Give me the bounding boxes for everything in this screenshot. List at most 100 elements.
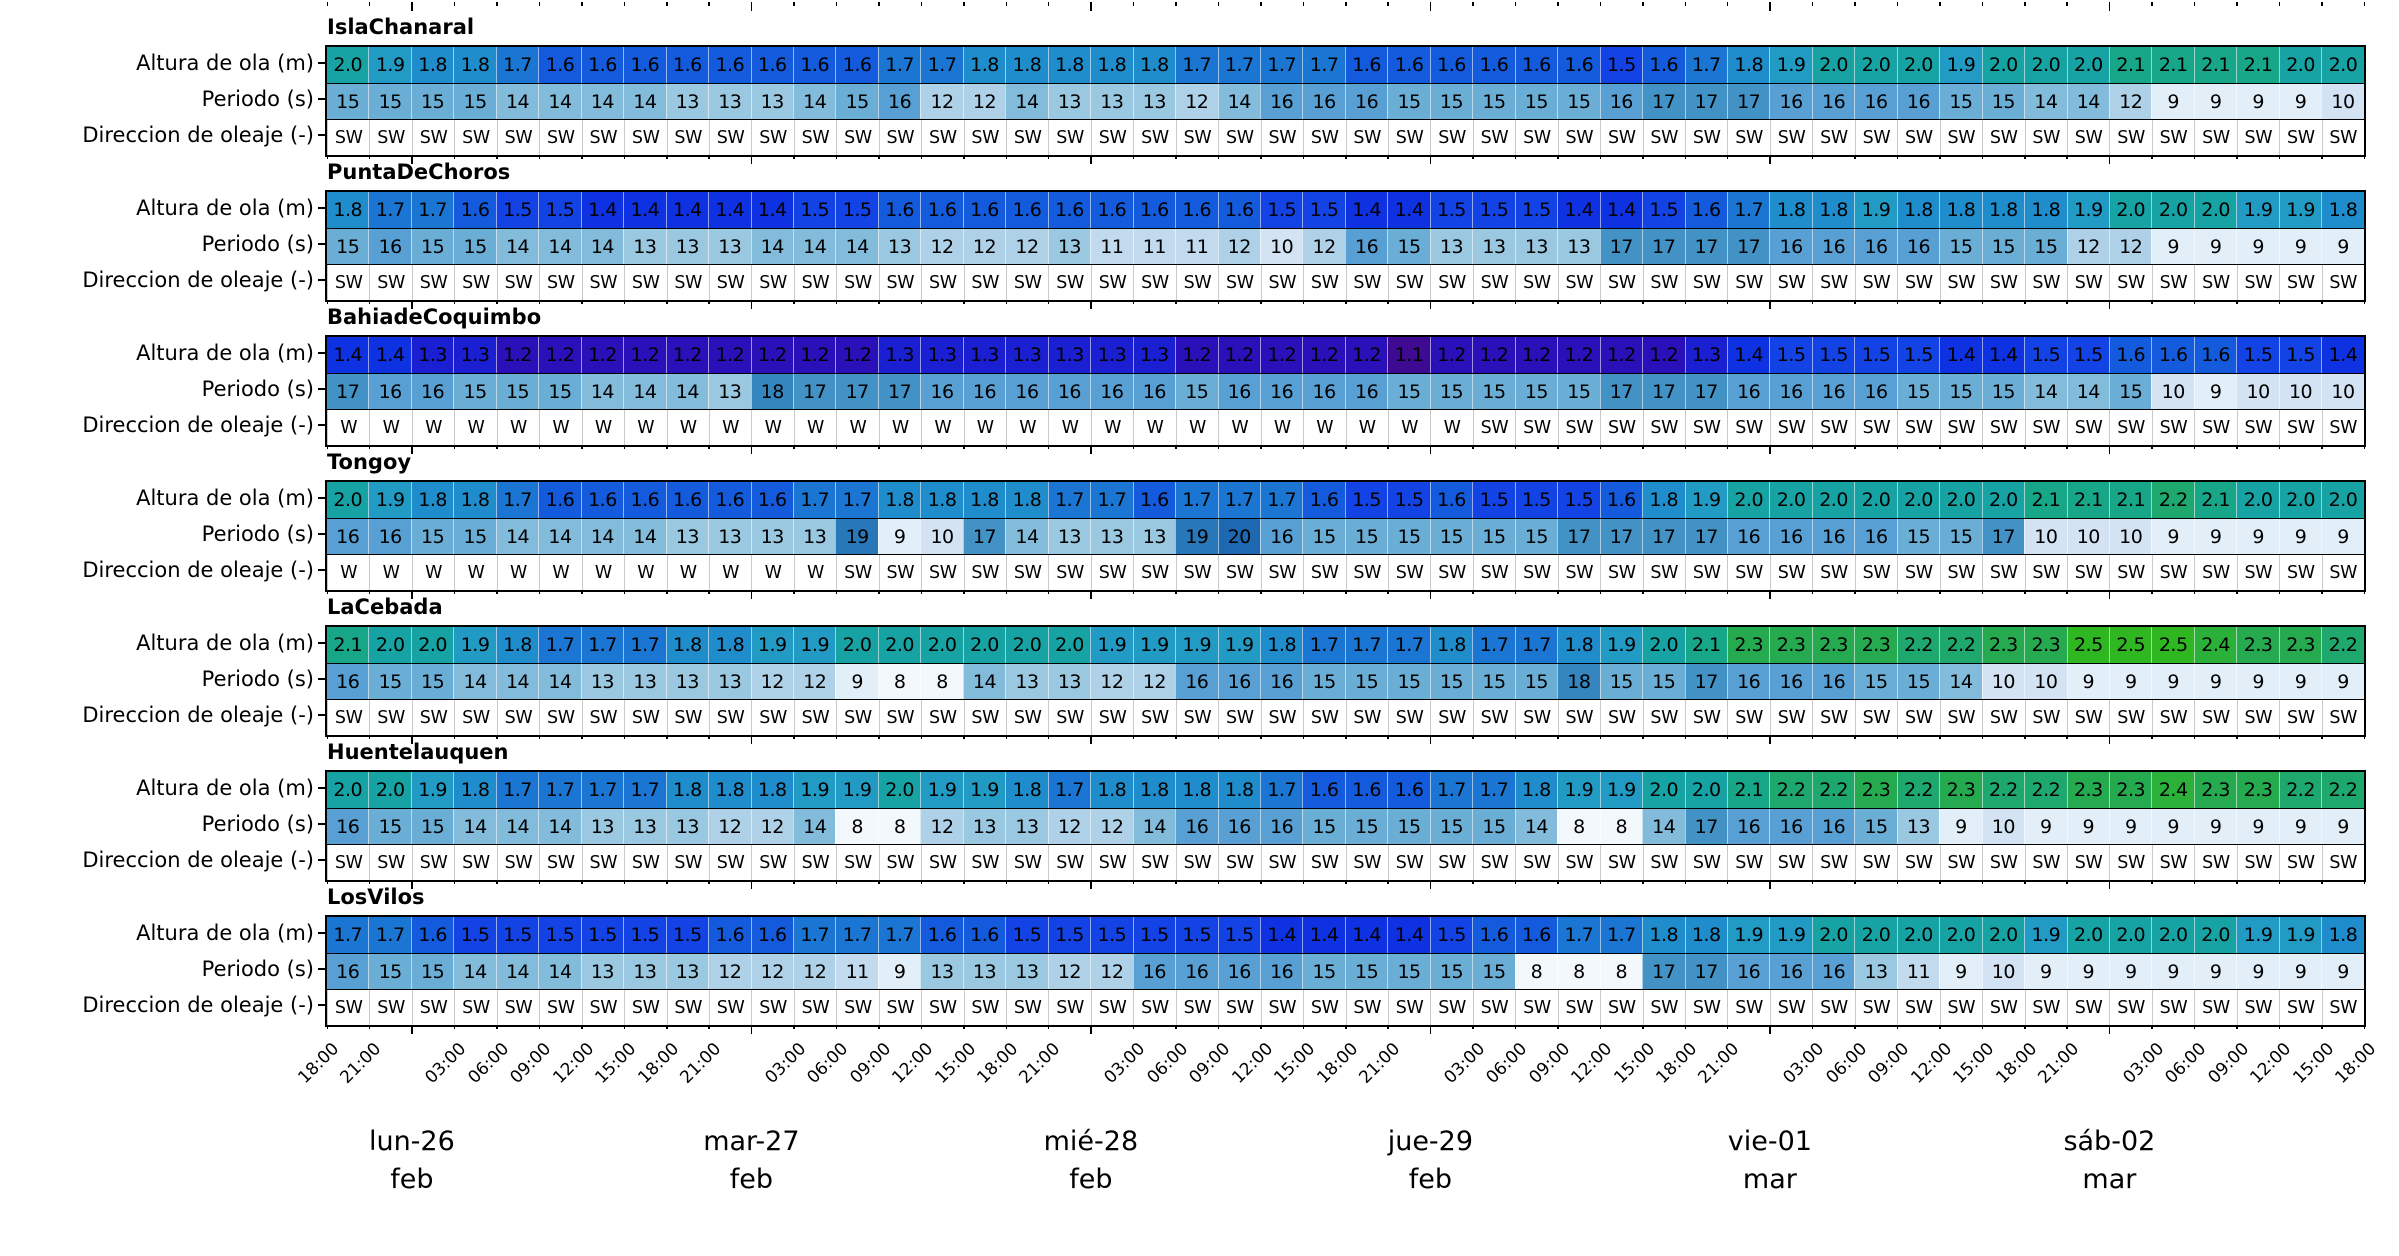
- direction-cell: SW: [1642, 845, 1685, 880]
- period-cell: 15: [410, 809, 454, 844]
- period-cell: 14: [1217, 84, 1260, 119]
- period-cell: 16: [1132, 374, 1176, 409]
- direction-cell: W: [539, 555, 582, 590]
- row-direccion: SW SW SW SW SW SW SW SW SW SW SW SW SW SW SW SW SW SW SW SW…: [327, 119, 2364, 155]
- wave-height-cell: 1.9: [1769, 917, 1812, 953]
- period-cell: 9: [2151, 229, 2194, 264]
- wave-height-cell: 2.3: [2024, 627, 2067, 663]
- period-cell: 13: [1514, 229, 1558, 264]
- time-tick: [878, 445, 880, 449]
- direction-cell: SW: [454, 990, 497, 1025]
- day-label-line1: jue-29: [1387, 1126, 1474, 1157]
- direction-cell: SW: [2109, 410, 2152, 445]
- direction-cell: SW: [1048, 990, 1091, 1025]
- time-tick: [1981, 300, 1984, 304]
- wave-height-cell: 1.9: [1557, 772, 1600, 808]
- time-tick: [1642, 590, 1644, 594]
- x-tick-label: 03:00: [2119, 1039, 2168, 1088]
- period-cell: 16: [1769, 374, 1812, 409]
- wave-height-cell: 1.3: [410, 337, 454, 373]
- period-cell: 16: [1259, 374, 1303, 409]
- period-cell: 17: [1599, 519, 1643, 554]
- direction-cell: SW: [836, 700, 879, 735]
- time-tick: [1260, 155, 1262, 159]
- period-cell: 9: [2193, 809, 2237, 844]
- wave-height-cell: 2.1: [2193, 47, 2237, 83]
- direction-cell: W: [581, 555, 625, 590]
- period-cell: 9: [2151, 519, 2194, 554]
- direction-cell: SW: [1303, 555, 1346, 590]
- direction-cell: SW: [2279, 120, 2322, 155]
- day-boundary-tick: [750, 880, 753, 889]
- block-bottom-tickstrip: [326, 590, 2365, 600]
- direction-cell: SW: [539, 700, 582, 735]
- wave-height-cell: 1.8: [665, 772, 709, 808]
- wave-height-cell: 2.0: [2278, 47, 2322, 83]
- time-tick: [1684, 2, 1686, 6]
- x-tick-label: 06:00: [1822, 1039, 1871, 1088]
- wave-height-cell: 1.7: [1259, 482, 1303, 518]
- period-cell: 16: [1811, 229, 1855, 264]
- wave-height-cell: 1.7: [580, 627, 624, 663]
- time-tick: [368, 155, 371, 159]
- wave-height-cell: 1.2: [623, 337, 666, 373]
- period-cell: 17: [1684, 664, 1727, 699]
- direction-cell: SW: [2194, 410, 2237, 445]
- direction-cell: SW: [1260, 120, 1304, 155]
- period-cell: 9: [2321, 229, 2364, 264]
- time-tick: [2278, 590, 2281, 594]
- period-cell: 15: [1896, 519, 1940, 554]
- time-tick: [368, 1025, 371, 1029]
- time-tick: [1811, 2, 1814, 6]
- direction-cell: SW: [1006, 990, 1049, 1025]
- day-boundary-tick: [1769, 590, 1771, 599]
- period-cell: 16: [368, 229, 411, 264]
- period-cell: 10: [2066, 519, 2110, 554]
- direction-cell: SW: [1600, 990, 1643, 1025]
- wave-height-cell: 1.9: [1769, 47, 1812, 83]
- x-tick-label: 06:00: [803, 1039, 853, 1088]
- wave-height-cell: 1.6: [708, 482, 751, 518]
- time-tick: [1175, 880, 1177, 884]
- period-cell: 17: [327, 374, 369, 409]
- time-tick: [1854, 155, 1856, 159]
- time-tick: [2193, 155, 2196, 159]
- period-cell: 10: [2024, 664, 2067, 699]
- time-tick: [496, 155, 498, 159]
- wave-height-cell: 1.5: [1472, 192, 1515, 228]
- period-cell: 15: [2109, 374, 2152, 409]
- row-altura: 1.7 1.7 1.6 1.5 1.5 1.5 1.5 1.5 1.5 1.6 1.6 1.7 1.7 1…: [327, 917, 2364, 953]
- time-tick: [1217, 735, 1220, 739]
- direction-cell: SW: [1218, 120, 1261, 155]
- period-cell: 15: [1429, 954, 1473, 989]
- time-tick: [1939, 590, 1941, 594]
- wave-height-cell: 1.7: [327, 917, 369, 953]
- time-tick: [2066, 445, 2068, 449]
- wave-height-cell: 1.2: [1642, 337, 1685, 373]
- direction-cell: W: [327, 555, 370, 590]
- time-tick: [453, 880, 456, 884]
- heatmap-table: 2.1 2.0 2.0 1.9 1.8 1.7 1.7 1.7 1.8 1.8 1.9 1.9 2.0 2…: [325, 625, 2366, 737]
- time-tick: [1726, 445, 1729, 449]
- period-cell: 15: [1344, 664, 1388, 699]
- direction-cell: W: [1006, 410, 1049, 445]
- period-cell: 15: [1981, 374, 2025, 409]
- x-tick-label: 12:00: [1567, 1039, 1617, 1088]
- time-tick: [1472, 300, 1474, 304]
- period-cell: 16: [1769, 519, 1812, 554]
- period-cell: 15: [1429, 84, 1473, 119]
- wave-height-cell: 1.9: [1726, 917, 1770, 953]
- wave-height-cell: 1.5: [1175, 917, 1218, 953]
- direction-cell: SW: [836, 265, 879, 300]
- wave-height-cell: 1.9: [835, 772, 878, 808]
- period-cell: 13: [623, 954, 666, 989]
- wave-height-cell: 2.0: [1811, 917, 1855, 953]
- direction-cell: SW: [2151, 410, 2195, 445]
- wave-height-cell: 1.6: [2109, 337, 2152, 373]
- period-cell: 9: [2109, 809, 2152, 844]
- time-tick: [1514, 2, 1517, 6]
- direction-cell: W: [836, 410, 879, 445]
- wave-height-cell: 1.5: [1769, 337, 1812, 373]
- direction-cell: SW: [751, 990, 794, 1025]
- wave-height-cell: 1.8: [453, 482, 496, 518]
